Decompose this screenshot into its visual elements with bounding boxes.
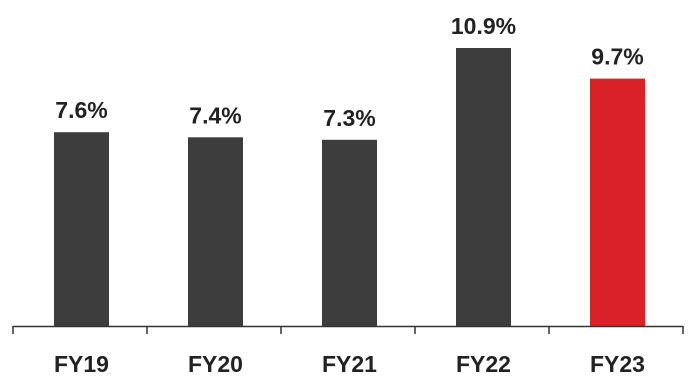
data-label-fy21: 7.3% bbox=[323, 105, 375, 131]
bar-fy22 bbox=[456, 48, 511, 326]
data-label-fy22: 10.9% bbox=[451, 13, 516, 39]
value-labels-group: 7.6% 7.4% 7.3% 10.9% 9.7% bbox=[55, 13, 643, 131]
bars-group bbox=[54, 48, 645, 326]
data-label-fy20: 7.4% bbox=[189, 102, 241, 128]
bar-fy20 bbox=[188, 137, 243, 326]
category-label-fy20: FY20 bbox=[188, 351, 243, 377]
bar-fy19 bbox=[54, 132, 109, 326]
category-label-fy21: FY21 bbox=[322, 351, 377, 377]
x-axis bbox=[12, 325, 684, 334]
bar-fy21 bbox=[322, 139, 377, 326]
category-label-fy22: FY22 bbox=[456, 351, 511, 377]
category-label-fy23: FY23 bbox=[590, 351, 645, 377]
bar-fy23 bbox=[590, 78, 645, 326]
category-label-fy19: FY19 bbox=[54, 351, 109, 377]
category-labels-group: FY19 FY20 FY21 FY22 FY23 bbox=[54, 351, 645, 377]
data-label-fy23: 9.7% bbox=[591, 44, 643, 70]
data-label-fy19: 7.6% bbox=[55, 97, 107, 123]
